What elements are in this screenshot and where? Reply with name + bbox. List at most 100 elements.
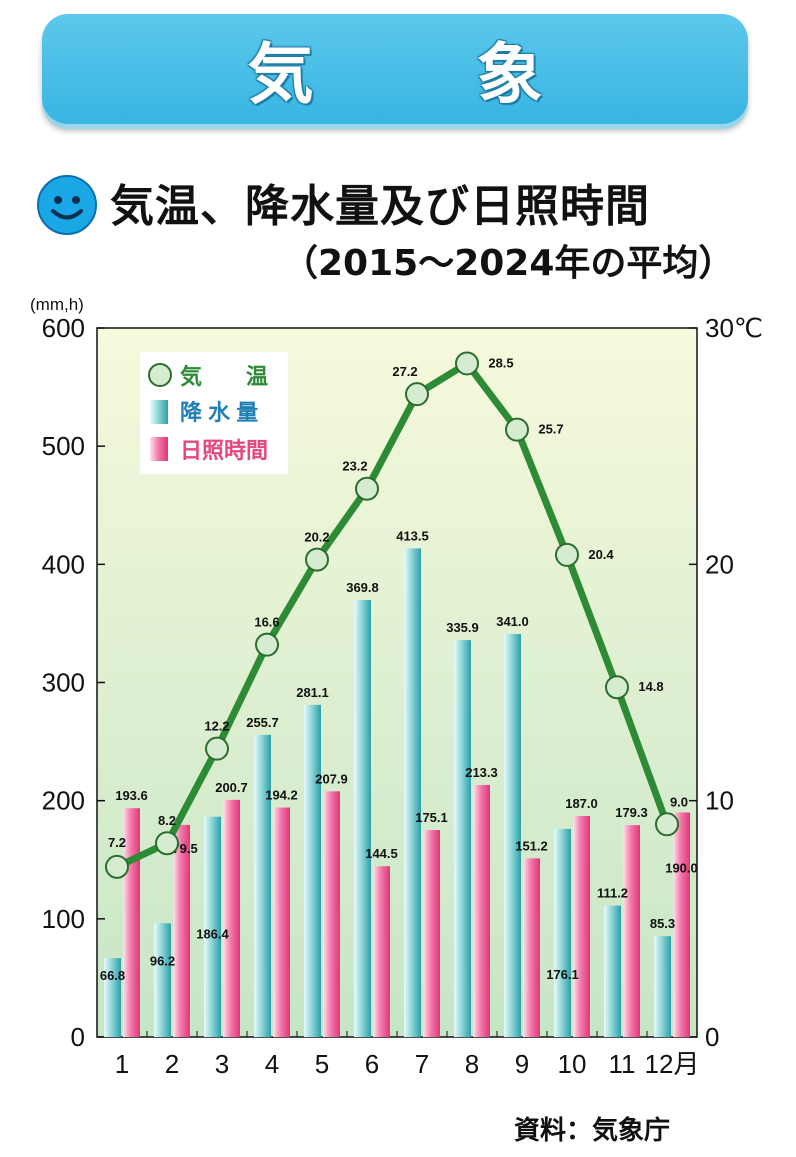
banner-title: 気 象 [247, 36, 613, 113]
sunshine-bar [323, 791, 340, 1037]
temperature-marker [455, 351, 479, 376]
right-axis-tick-label: 20 [705, 549, 734, 579]
legend-temperature-label: 気 温 [180, 364, 268, 389]
x-axis-tick-label: 6 [365, 1049, 379, 1079]
legend-precipitation-swatch [150, 400, 168, 424]
legend-sunshine-swatch [150, 437, 168, 461]
temperature-value-label: 28.5 [488, 355, 513, 370]
sunshine-bar [523, 858, 540, 1037]
x-axis-tick-label: 12月 [645, 1049, 700, 1079]
sunshine-bar [473, 784, 490, 1037]
temperature-value-label: 8.2 [158, 813, 176, 828]
temperature-value-label: 12.2 [204, 719, 229, 734]
left-axis-tick-label: 500 [42, 431, 85, 461]
temperature-marker [555, 542, 579, 567]
temperature-value-label: 25.7 [538, 422, 563, 437]
temperature-marker [355, 476, 379, 501]
precipitation-value-label: 66.8 [100, 968, 125, 983]
precipitation-value-label: 111.2 [597, 886, 628, 901]
precipitation-value-label: 186.4 [196, 927, 229, 942]
right-axis-tick-label: 0 [705, 1022, 719, 1052]
sunshine-value-label: 187.0 [565, 796, 598, 811]
x-axis-tick-label: 8 [465, 1049, 479, 1079]
precipitation-bar [204, 816, 221, 1037]
temperature-value-label: 9.0 [670, 794, 688, 809]
chart-title: 気温、降水量及び日照時間 [110, 181, 650, 232]
temperature-value-label: 7.2 [108, 835, 126, 850]
x-axis-tick-label: 1 [115, 1049, 129, 1079]
precipitation-value-label: 96.2 [150, 953, 175, 968]
temperature-value-label: 23.2 [342, 459, 367, 474]
sunshine-bar [273, 807, 290, 1037]
left-axis-tick-label: 0 [71, 1022, 85, 1052]
precipitation-bar [304, 704, 321, 1037]
left-axis-tick-label: 300 [42, 668, 85, 698]
x-axis-tick-label: 9 [515, 1049, 529, 1079]
data-source: 資料：気象庁 [514, 1116, 671, 1146]
precipitation-value-label: 176.1 [546, 967, 579, 982]
x-axis-tick-label: 5 [315, 1049, 329, 1079]
temperature-marker [305, 547, 329, 572]
precipitation-bar [404, 548, 421, 1037]
precipitation-bar [454, 640, 471, 1037]
sunshine-value-label: 175.1 [415, 810, 448, 825]
temperature-value-label: 16.6 [254, 615, 279, 630]
temperature-line [115, 359, 671, 871]
temperature-value-label: 14.8 [638, 679, 663, 694]
precipitation-value-label: 369.8 [346, 580, 379, 595]
sunshine-bar [223, 799, 240, 1037]
x-axis-tick-label: 7 [415, 1049, 429, 1079]
precipitation-bar [504, 634, 521, 1037]
title-banner: 気 象 [42, 14, 748, 124]
temperature-marker [205, 736, 229, 761]
sunshine-bar [173, 824, 190, 1037]
x-axis-tick-label: 2 [165, 1049, 179, 1079]
precipitation-bar [654, 936, 671, 1037]
legend-sunshine-label: 日照時間 [180, 438, 268, 463]
sunshine-bar [573, 816, 590, 1037]
sunshine-value-label: 194.2 [265, 788, 298, 803]
left-axis-tick-label: 100 [42, 904, 85, 934]
x-axis-tick-label: 11 [609, 1049, 636, 1079]
precipitation-value-label: 341.0 [496, 614, 529, 629]
legend-temperature-marker [148, 363, 172, 387]
sunshine-bar [673, 812, 690, 1037]
sunshine-value-label: 207.9 [315, 771, 348, 786]
precipitation-value-label: 85.3 [650, 916, 675, 931]
precipitation-value-label: 413.5 [396, 528, 429, 543]
precipitation-bar [354, 600, 371, 1037]
precipitation-bar [104, 958, 121, 1037]
precipitation-value-label: 335.9 [446, 620, 479, 635]
precipitation-bar [154, 923, 171, 1037]
smiley-face-icon [37, 175, 97, 235]
right-axis-tick-label: 10 [705, 786, 734, 816]
temperature-marker [155, 831, 179, 856]
x-axis-tick-label: 10 [558, 1049, 587, 1079]
precipitation-bar [254, 734, 271, 1037]
sunshine-bar [373, 866, 390, 1037]
sunshine-value-label: 190.0 [665, 860, 698, 875]
sunshine-bar [623, 825, 640, 1037]
temperature-marker [105, 854, 129, 879]
legend-precipitation-label: 降 水 量 [180, 400, 258, 425]
sunshine-value-label: 179.3 [615, 805, 648, 820]
precipitation-value-label: 255.7 [246, 715, 279, 730]
left-axis-unit: (mm,h) [30, 295, 84, 314]
left-axis-tick-label: 200 [42, 786, 85, 816]
temperature-marker [505, 417, 529, 442]
temperature-value-label: 20.4 [588, 547, 614, 562]
x-axis-tick-label: 4 [265, 1049, 279, 1079]
temperature-value-label: 20.2 [304, 530, 329, 545]
sunshine-value-label: 193.6 [115, 788, 148, 803]
left-axis-tick-label: 400 [42, 549, 85, 579]
sunshine-value-label: 200.7 [215, 780, 248, 795]
precipitation-bar [604, 905, 621, 1037]
precipitation-bar [554, 828, 571, 1037]
sunshine-bar [423, 830, 440, 1037]
temperature-marker [405, 382, 429, 407]
chart-subtitle: （2015～2024年の平均） [282, 243, 735, 284]
temperature-marker [255, 632, 279, 657]
precipitation-value-label: 281.1 [296, 685, 329, 700]
sunshine-value-label: 213.3 [465, 765, 498, 780]
sunshine-value-label: 151.2 [515, 838, 548, 853]
